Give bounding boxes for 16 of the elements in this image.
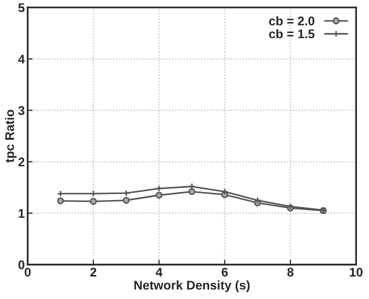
- y-tick-label: 5: [18, 3, 25, 12]
- legend-label: cb = 1.5: [269, 29, 314, 38]
- legend-label: cb = 2.0: [269, 16, 314, 26]
- x-tick-label: 10: [350, 268, 363, 277]
- y-tick-label: 3: [18, 106, 24, 115]
- x-tick-label: 0: [24, 268, 31, 277]
- x-tick-label: 2: [90, 268, 96, 276]
- x-tick-label: 6: [222, 268, 228, 277]
- y-tick-label: 1: [18, 209, 25, 218]
- x-axis-title: Network Density (s): [134, 280, 250, 292]
- x-tick-label: 4: [156, 268, 162, 276]
- y-tick-label: 0: [18, 260, 24, 270]
- y-tick-label: 4: [18, 54, 25, 64]
- y-axis-title: tpc Ratio: [4, 110, 17, 163]
- x-tick-label: 8: [287, 268, 294, 277]
- y-tick-label: 2: [18, 158, 24, 166]
